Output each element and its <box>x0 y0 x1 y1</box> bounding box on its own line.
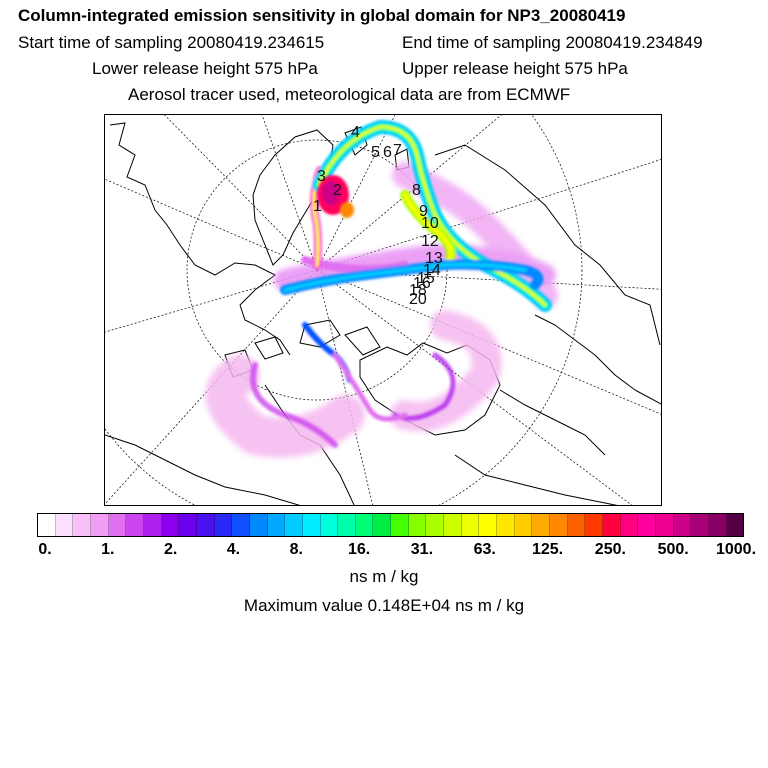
colorbar-segment <box>391 514 409 536</box>
tracer-info-label: Aerosol tracer used, meteorological data… <box>128 85 571 104</box>
colorbar-segment <box>55 514 74 536</box>
trajectory-label: 5 <box>371 144 380 161</box>
colorbar-segment <box>214 514 233 536</box>
colorbar-segment <box>550 514 568 536</box>
map-canvas: 1 2 3 4 5 6 7 8 9 10 12 13 14 15 16 18 2… <box>105 115 661 505</box>
trajectory-label: 6 <box>383 144 392 161</box>
trajectory-label: 3 <box>317 168 326 185</box>
colorbar-segment <box>285 514 303 536</box>
trajectory-label: 12 <box>421 233 439 250</box>
colorbar <box>37 513 744 537</box>
trajectory-label: 7 <box>393 142 402 159</box>
colorbar-segment <box>126 514 144 536</box>
trajectory-label: 9 <box>419 203 428 220</box>
colorbar-segment <box>532 514 551 536</box>
trajectory-label: 14 <box>423 262 441 279</box>
trajectory-label: 18 <box>409 282 427 299</box>
colorbar-segment <box>620 514 639 536</box>
colorbar-tick-label: 0. <box>38 541 52 558</box>
colorbar-segment <box>267 514 286 536</box>
end-time-label: End time of sampling 20080419.234849 <box>402 33 703 52</box>
colorbar-tick-label: 8. <box>289 541 303 558</box>
trajectory-label: 10 <box>421 215 439 232</box>
coastlines <box>105 122 661 505</box>
colorbar-tick-label: 2. <box>163 541 178 558</box>
maximum-value-label: Maximum value 0.148E+04 ns m / kg <box>243 596 525 615</box>
meridian-line <box>316 115 396 271</box>
colorbar-segment <box>355 514 374 536</box>
start-time-label: Start time of sampling 20080419.234615 <box>18 33 325 52</box>
latitude-circle-inner <box>186 139 448 401</box>
plot-title: Column-integrated emission sensitivity i… <box>18 6 626 25</box>
trajectory-label: 4 <box>351 124 360 141</box>
meridian-line <box>261 115 318 271</box>
trajectory-label: 20 <box>409 291 427 308</box>
lower-release-height-label: Lower release height 575 hPa <box>92 59 318 78</box>
colorbar-segment <box>302 514 321 536</box>
colorbar-segment <box>338 514 356 536</box>
colorbar-segment <box>373 514 392 536</box>
colorbar-segment <box>726 514 744 536</box>
colorbar-segment <box>691 514 709 536</box>
colorbar-tick-label: 16. <box>347 541 371 558</box>
meridian-line <box>316 269 661 415</box>
colorbar-segment <box>90 514 109 536</box>
meridian-line <box>105 269 318 333</box>
colorbar-tick-label: 1. <box>101 541 115 558</box>
colorbar-segment <box>232 514 250 536</box>
colorbar-segment <box>161 514 180 536</box>
meridian-line <box>164 115 318 271</box>
upper-release-height-label: Upper release height 575 hPa <box>402 59 628 78</box>
trajectory-label: 16 <box>413 275 431 292</box>
trajectory-label: 1 <box>313 198 322 215</box>
colorbar-tick-label: 63. <box>473 541 496 558</box>
trajectory-label: 13 <box>425 250 443 267</box>
colorbar-units-label: ns m / kg <box>349 567 419 586</box>
trajectory-labels: 1 2 3 4 5 6 7 8 9 10 12 13 14 15 16 18 2… <box>313 124 443 308</box>
trajectory-label: 2 <box>333 182 342 199</box>
meridian-line <box>316 115 502 271</box>
colorbar-tick-label: 500. <box>657 541 689 558</box>
colorbar-segment <box>196 514 215 536</box>
colorbar-segment <box>408 514 427 536</box>
colorbar-segment <box>655 514 674 536</box>
colorbar-tick-label: 1000. <box>715 541 757 558</box>
colorbar-segment <box>479 514 498 536</box>
colorbar-segment <box>638 514 656 536</box>
trajectory-label: 15 <box>417 270 435 287</box>
colorbar-segment <box>38 514 56 536</box>
meridian-line <box>316 159 661 271</box>
colorbar-segment <box>585 514 603 536</box>
latitude-circle-outer <box>105 115 583 505</box>
colorbar-segment <box>249 514 268 536</box>
map-panel: 1 2 3 4 5 6 7 8 9 10 12 13 14 15 16 18 2… <box>104 114 662 506</box>
colorbar-segment <box>497 514 515 536</box>
meridian-line <box>316 269 373 505</box>
meridian-line <box>105 178 318 271</box>
colorbar-segment <box>514 514 533 536</box>
colorbar-segment <box>444 514 462 536</box>
trajectory-label: 8 <box>412 182 421 199</box>
graticule <box>105 115 661 505</box>
colorbar-segment <box>73 514 91 536</box>
colorbar-segment <box>708 514 727 536</box>
colorbar-segment <box>673 514 692 536</box>
colorbar-segment <box>143 514 162 536</box>
colorbar-segment <box>108 514 127 536</box>
colorbar-segment <box>603 514 621 536</box>
colorbar-segment <box>426 514 445 536</box>
colorbar-segment <box>179 514 197 536</box>
sensitivity-field <box>205 120 558 458</box>
colorbar-segment <box>567 514 586 536</box>
colorbar-tick-label: 4. <box>226 541 241 558</box>
colorbar-tick-label: 31. <box>410 541 434 558</box>
colorbar-segment <box>461 514 480 536</box>
colorbar-tick-label: 125. <box>531 541 564 558</box>
colorbar-tick-label: 250. <box>594 541 626 558</box>
colorbar-segment <box>320 514 339 536</box>
plume-core <box>317 175 354 218</box>
